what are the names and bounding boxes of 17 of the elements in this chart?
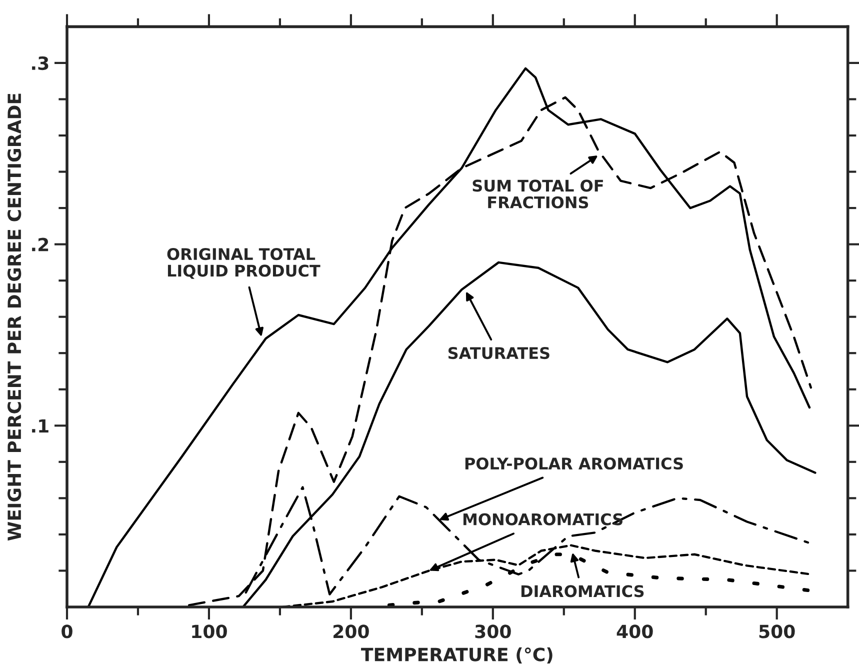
y-tick-label: .2 bbox=[32, 238, 48, 252]
y-tick-label: .1 bbox=[32, 419, 48, 432]
annotation: ORIGINAL TOTAL LIQUID PRODUCT bbox=[167, 248, 320, 279]
x-tick-label: 100 bbox=[192, 624, 227, 638]
x-tick-label: 0 bbox=[62, 624, 72, 638]
annotation: SATURATES bbox=[448, 346, 550, 360]
x-tick-label: 300 bbox=[475, 624, 511, 638]
x-tick-label: 200 bbox=[334, 624, 369, 638]
x-axis-title: TEMPERATURE (°C) bbox=[361, 647, 552, 664]
y-axis-title: WEIGHT PERCENT PER DEGREE CENTIGRADE bbox=[8, 94, 22, 541]
annotation: DIAROMATICS bbox=[521, 585, 644, 598]
annotation: POLY-POLAR AROMATICS bbox=[465, 457, 683, 470]
x-tick-label: 500 bbox=[759, 624, 795, 638]
annotation: SUM TOTAL OF FRACTIONS bbox=[472, 180, 603, 208]
x-tick-label: 400 bbox=[616, 624, 653, 638]
y-tick-label: .3 bbox=[32, 56, 48, 70]
annotation: MONOAROMATICS bbox=[463, 513, 622, 526]
